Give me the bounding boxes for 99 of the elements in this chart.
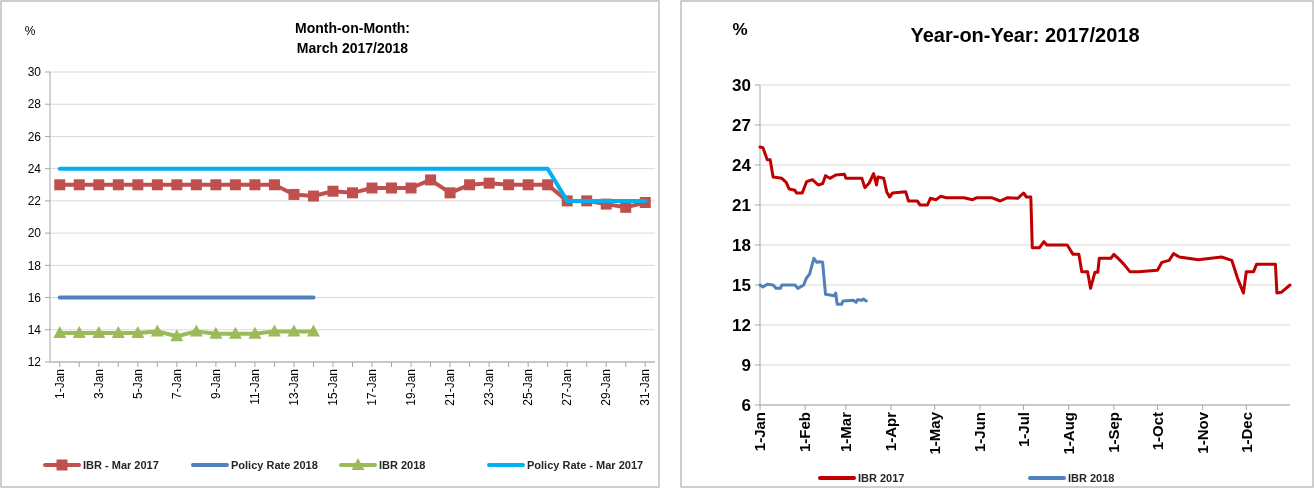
y-tick-label: 9 — [741, 355, 751, 375]
point — [249, 179, 261, 191]
legend-label: IBR - Mar 2017 — [83, 458, 159, 471]
y-tick-label: 14 — [27, 322, 42, 337]
x-tick-label: 1-Jul — [1014, 412, 1032, 448]
y-tick-label: 15 — [732, 275, 751, 295]
line-series — [758, 145, 1292, 295]
point — [171, 179, 183, 191]
x-tick-label: 5-Jan — [131, 369, 146, 400]
y-tick-label: 24 — [27, 161, 42, 176]
y-tick-label: 26 — [27, 129, 42, 144]
point — [132, 179, 144, 191]
x-tick-label: 7-Jan — [170, 369, 185, 400]
y-tick-label: 20 — [27, 226, 42, 241]
point — [72, 326, 86, 338]
x-tick-label: 1-May — [925, 411, 943, 455]
y-tick-label: 30 — [732, 75, 751, 95]
chart-title: Year-on-Year: 2017/2018 — [910, 24, 1140, 46]
point — [444, 187, 456, 199]
x-tick-label: 1-Jun — [971, 412, 989, 453]
point — [228, 326, 242, 339]
y-axis-title: % — [732, 20, 748, 39]
point — [405, 182, 417, 194]
point — [248, 326, 262, 339]
x-tick-label: 29-Jan — [599, 369, 614, 406]
x-tick-label: 3-Jan — [91, 369, 106, 400]
y-tick-label: 28 — [27, 97, 42, 112]
x-tick-label: 1-Jan — [751, 412, 769, 452]
point — [92, 326, 106, 338]
point — [131, 326, 145, 338]
point — [288, 188, 300, 200]
point — [112, 179, 124, 191]
point — [425, 174, 437, 186]
point — [503, 179, 515, 191]
point — [54, 179, 66, 191]
point — [190, 179, 202, 191]
y-tick-label: 30 — [27, 65, 42, 80]
x-tick-label: 1-Apr — [882, 411, 900, 452]
y-tick-label: 21 — [732, 195, 751, 215]
point — [209, 326, 223, 339]
y-tick-label: 6 — [741, 395, 751, 415]
y-tick-label: 12 — [27, 355, 42, 370]
point — [522, 179, 534, 191]
point — [53, 326, 67, 338]
point — [151, 179, 163, 191]
y-tick-label: 16 — [27, 290, 42, 305]
point — [73, 179, 85, 191]
legend-label: IBR 2017 — [858, 471, 905, 484]
line-series — [758, 256, 868, 306]
legend-label: IBR 2018 — [379, 458, 426, 471]
x-tick-label: 21-Jan — [443, 369, 458, 406]
point — [386, 182, 398, 194]
point — [366, 182, 378, 194]
point — [229, 179, 241, 191]
point — [189, 324, 203, 337]
point — [268, 179, 280, 191]
y-tick-label: 24 — [732, 155, 752, 175]
x-tick-label: 25-Jan — [521, 369, 536, 406]
chart-title: Month-on-Month: March 2017/2018 — [294, 20, 411, 56]
x-tick-label: 1-Feb — [796, 412, 814, 453]
x-tick-label: 27-Jan — [560, 369, 575, 406]
x-tick-label: 17-Jan — [365, 369, 380, 406]
point — [267, 324, 281, 337]
y-tick-label: 22 — [27, 194, 42, 209]
point — [287, 324, 301, 337]
x-tick-label: 15-Jan — [326, 369, 341, 406]
legend-label: Policy Rate 2018 — [231, 458, 318, 471]
y-tick-label: 27 — [732, 115, 751, 135]
y-tick-label: 18 — [27, 258, 42, 273]
x-tick-label: 1-Aug — [1059, 412, 1077, 455]
x-tick-label: 31-Jan — [638, 369, 653, 406]
point — [210, 179, 222, 191]
point — [347, 187, 358, 199]
x-tick-label: 23-Jan — [482, 369, 497, 406]
x-tick-label: 11-Jan — [248, 369, 263, 405]
point — [464, 179, 476, 191]
x-tick-label: 1-Nov — [1193, 411, 1211, 454]
point — [93, 179, 105, 191]
x-tick-label: 1-Dec — [1237, 412, 1255, 453]
y-tick-label: 18 — [732, 235, 751, 255]
y-tick-label: 12 — [732, 315, 751, 335]
point — [170, 329, 184, 342]
x-tick-label: 1-Jan — [52, 369, 67, 400]
x-tick-label: 1-Oct — [1148, 412, 1166, 451]
x-tick-label: 1-Sep — [1105, 412, 1123, 453]
legend-label: IBR 2018 — [1068, 471, 1115, 484]
point — [483, 177, 495, 189]
legend-label: Policy Rate - Mar 2017 — [527, 458, 644, 471]
point — [150, 324, 164, 337]
x-tick-label: 9-Jan — [209, 369, 224, 400]
x-tick-label: 19-Jan — [404, 369, 419, 406]
point — [111, 326, 125, 338]
y-axis-title: % — [24, 24, 36, 38]
x-tick-label: 13-Jan — [287, 369, 302, 406]
point — [306, 324, 320, 337]
x-tick-label: 1-Mar — [837, 411, 855, 453]
point — [542, 179, 554, 191]
point — [307, 190, 319, 202]
point — [327, 185, 339, 197]
